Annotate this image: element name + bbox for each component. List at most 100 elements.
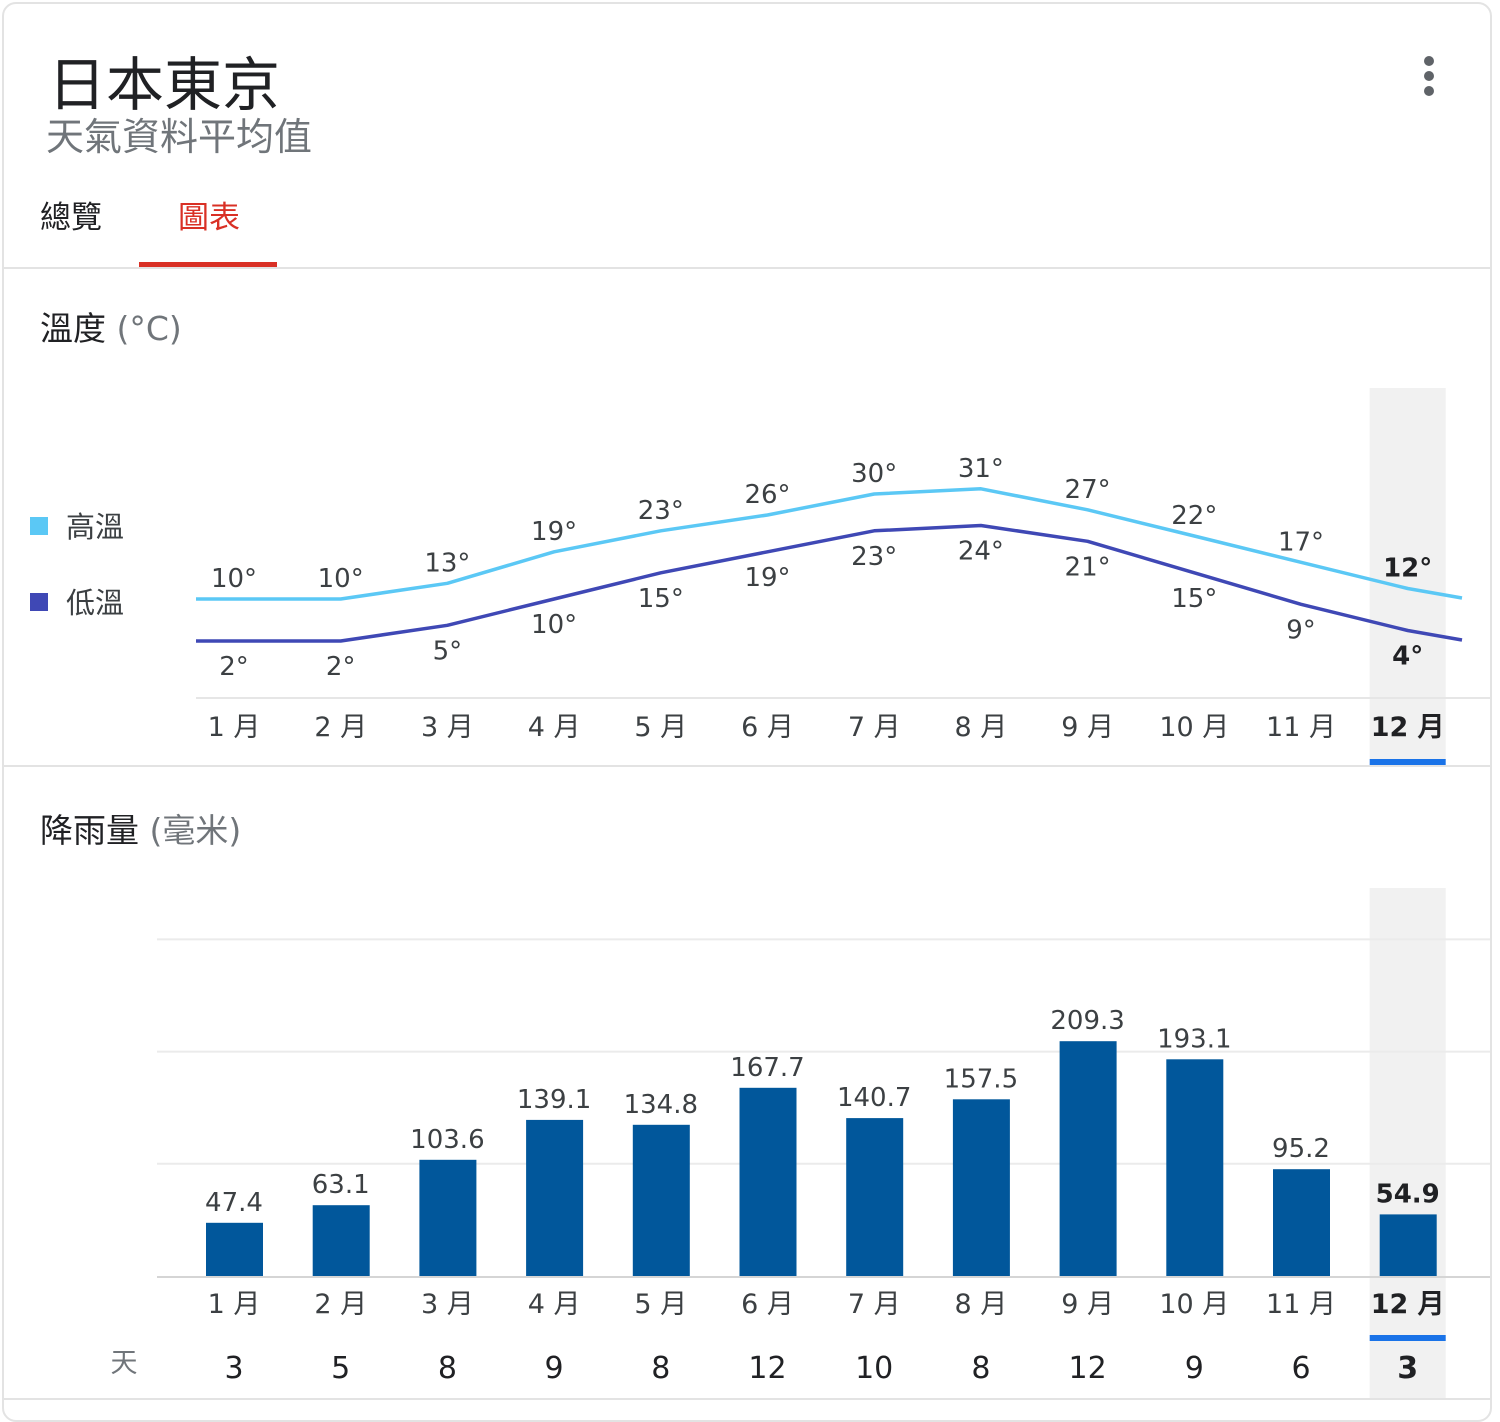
rain-days-value-2: 5 — [331, 1351, 350, 1386]
rain-value-label-8: 157.5 — [944, 1064, 1018, 1094]
high-temp-label-3: 13° — [424, 548, 470, 578]
rain-days-value-12: 3 — [1397, 1351, 1418, 1386]
rain-month-label-1: 1 月 — [208, 1289, 261, 1320]
low-temp-label-1: 2° — [219, 652, 249, 682]
high-temp-label-11: 17° — [1278, 527, 1324, 557]
rain-value-label-12: 54.9 — [1376, 1179, 1440, 1209]
rain-month-label-12: 12 月 — [1371, 1289, 1445, 1320]
rain-days-value-6: 12 — [748, 1351, 786, 1386]
rain-days-value-4: 9 — [545, 1351, 564, 1386]
temp-month-label-2: 2 月 — [314, 712, 367, 743]
rain-bar-11 — [1273, 1169, 1330, 1276]
high-temp-label-9: 27° — [1065, 475, 1111, 505]
rain-value-label-6: 167.7 — [730, 1053, 804, 1083]
rain-days-value-10: 9 — [1185, 1351, 1204, 1386]
legend-high-swatch — [30, 517, 48, 535]
low-temp-label-6: 19° — [744, 563, 790, 593]
high-temp-label-2: 10° — [318, 564, 364, 594]
high-temp-label-1: 10° — [211, 564, 257, 594]
low-temp-label-8: 24° — [958, 537, 1004, 567]
low-temp-label-11: 9° — [1286, 615, 1316, 645]
low-temp-label-10: 15° — [1171, 584, 1217, 614]
precipitation-title: 降雨量 — [40, 811, 139, 850]
temp-month-label-9: 9 月 — [1061, 712, 1114, 743]
low-temp-label-2: 2° — [326, 652, 356, 682]
rain-month-label-6: 6 月 — [741, 1289, 794, 1320]
rain-bar-3 — [419, 1159, 477, 1276]
rain-month-label-7: 7 月 — [848, 1289, 901, 1320]
temp-month-label-12: 12 月 — [1371, 712, 1445, 743]
page-subtitle: 天氣資料平均值 — [46, 115, 313, 159]
rain-days-row-label: 天 — [111, 1348, 138, 1379]
rain-bar-6 — [739, 1087, 797, 1276]
section-divider — [2, 765, 1492, 767]
high-temp-line — [196, 487, 1463, 601]
rain-month-label-11: 11 月 — [1266, 1289, 1336, 1320]
rain-value-label-7: 140.7 — [837, 1083, 911, 1113]
rain-value-label-9: 209.3 — [1050, 1006, 1124, 1036]
legend-low: 低溫 — [30, 580, 124, 622]
rain-bar-12 — [1379, 1214, 1437, 1276]
rain-value-label-5: 134.8 — [624, 1090, 698, 1120]
high-temp-label-12: 12° — [1383, 554, 1432, 584]
rain-days-value-11: 6 — [1291, 1351, 1310, 1386]
page-title: 日本東京 — [48, 51, 281, 119]
rain-bar-7 — [846, 1118, 904, 1276]
rain-value-label-11: 95.2 — [1272, 1134, 1330, 1164]
rain-month-label-10: 10 月 — [1159, 1289, 1229, 1320]
rain-bar-9 — [1059, 1041, 1117, 1276]
rain-bar-1 — [206, 1222, 263, 1276]
temp-selected-month-indicator — [1369, 759, 1446, 765]
rain-value-label-10: 193.1 — [1157, 1024, 1231, 1054]
rain-days-value-8: 8 — [971, 1351, 990, 1386]
tab-charts[interactable]: 圖表 — [178, 200, 240, 236]
temp-month-label-5: 5 月 — [634, 712, 687, 743]
precipitation-section-title: 降雨量 (毫米) — [40, 804, 241, 852]
rain-month-label-9: 9 月 — [1061, 1289, 1114, 1320]
temp-month-label-1: 1 月 — [208, 712, 261, 743]
low-temp-label-9: 21° — [1065, 552, 1111, 582]
active-tab-indicator — [139, 262, 277, 267]
temp-month-label-3: 3 月 — [421, 712, 474, 743]
tab-overview[interactable]: 總覽 — [40, 200, 102, 236]
rain-month-label-3: 3 月 — [421, 1289, 474, 1320]
rain-days-value-1: 3 — [224, 1351, 243, 1386]
low-temp-label-5: 15° — [638, 584, 684, 614]
temperature-unit: (°C) — [116, 309, 182, 348]
rain-bar-10 — [1166, 1059, 1224, 1276]
rain-selected-column-highlight — [1369, 888, 1446, 1400]
rain-days-value-3: 8 — [438, 1351, 457, 1386]
high-temp-label-10: 22° — [1171, 501, 1217, 531]
rain-days-value-9: 12 — [1069, 1351, 1107, 1386]
rain-value-label-3: 103.6 — [410, 1125, 484, 1155]
temperature-section-title: 溫度 (°C) — [40, 302, 182, 350]
low-temp-label-7: 23° — [851, 542, 897, 572]
rain-bar-8 — [952, 1099, 1010, 1276]
high-temp-label-6: 26° — [744, 480, 790, 510]
temp-month-label-4: 4 月 — [528, 712, 581, 743]
rain-month-label-8: 8 月 — [955, 1289, 1008, 1320]
legend-low-swatch — [30, 593, 48, 611]
rain-bar-4 — [526, 1119, 584, 1276]
high-temp-label-4: 19° — [531, 517, 577, 547]
rain-days-value-5: 8 — [651, 1351, 670, 1386]
rain-bar-2 — [312, 1205, 370, 1276]
high-temp-label-7: 30° — [851, 459, 897, 489]
rain-month-label-2: 2 月 — [314, 1289, 367, 1320]
more-options-icon[interactable] — [1418, 54, 1440, 98]
temp-month-label-7: 7 月 — [848, 712, 901, 743]
high-temp-label-8: 31° — [958, 454, 1004, 484]
low-temp-label-3: 5° — [433, 636, 463, 666]
rain-value-label-4: 139.1 — [517, 1085, 591, 1115]
temperature-title: 溫度 — [40, 309, 106, 348]
rain-month-label-5: 5 月 — [634, 1289, 687, 1320]
temp-month-label-6: 6 月 — [741, 712, 794, 743]
temp-month-label-8: 8 月 — [955, 712, 1008, 743]
legend-low-label: 低溫 — [66, 586, 125, 620]
rain-month-label-4: 4 月 — [528, 1289, 581, 1320]
low-temp-label-4: 10° — [531, 610, 577, 640]
temp-month-label-11: 11 月 — [1266, 712, 1336, 743]
precipitation-unit: (毫米) — [149, 811, 242, 850]
rain-selected-month-indicator — [1369, 1335, 1446, 1341]
